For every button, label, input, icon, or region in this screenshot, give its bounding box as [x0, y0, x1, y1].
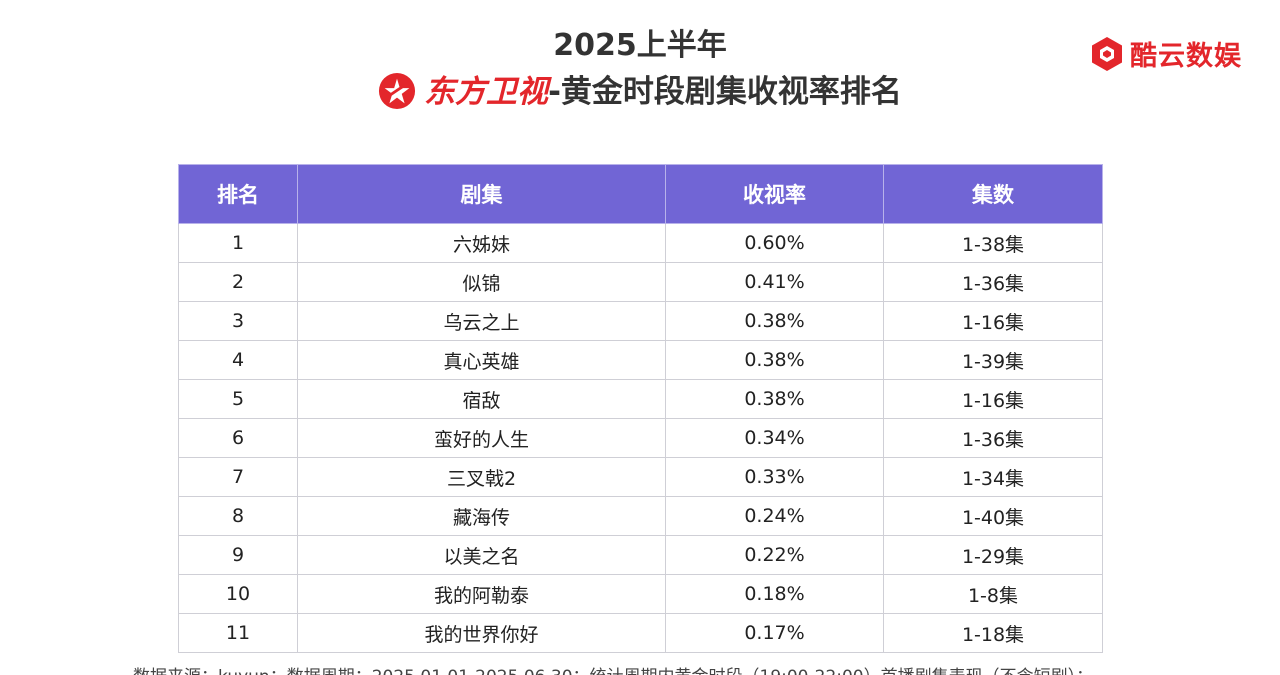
- cell-rating: 0.24%: [665, 496, 884, 536]
- cell-rank: 1: [178, 223, 298, 263]
- table-row: 9 以美之名 0.22% 1-29集: [178, 535, 1103, 575]
- cell-episodes: 1-38集: [883, 223, 1103, 263]
- cell-rank: 8: [178, 496, 298, 536]
- data-source-footnote: 数据来源：kuyun；数据周期：2025.01.01-2025.06.30；统计…: [133, 662, 1173, 675]
- cell-rank: 11: [178, 613, 298, 653]
- cell-title: 真心英雄: [297, 340, 666, 380]
- column-header-rank: 排名: [178, 164, 298, 224]
- table-row: 11 我的世界你好 0.17% 1-18集: [178, 613, 1103, 653]
- column-header-title: 剧集: [297, 164, 666, 224]
- cell-title: 似锦: [297, 262, 666, 302]
- cell-rank: 6: [178, 418, 298, 458]
- table-row: 8 藏海传 0.24% 1-40集: [178, 496, 1103, 536]
- title-rest: -黄金时段剧集收视率排名: [548, 74, 902, 110]
- cell-episodes: 1-16集: [883, 301, 1103, 341]
- cell-rating: 0.18%: [665, 574, 884, 614]
- cell-rating: 0.34%: [665, 418, 884, 458]
- channel-name: 东方卫视: [424, 74, 549, 110]
- cell-rating: 0.33%: [665, 457, 884, 497]
- cell-rank: 4: [178, 340, 298, 380]
- cell-episodes: 1-8集: [883, 574, 1103, 614]
- cell-rank: 5: [178, 379, 298, 419]
- cell-episodes: 1-40集: [883, 496, 1103, 536]
- cell-rating: 0.17%: [665, 613, 884, 653]
- cell-title: 宿敌: [297, 379, 666, 419]
- table-row: 3 乌云之上 0.38% 1-16集: [178, 301, 1103, 341]
- cell-episodes: 1-36集: [883, 262, 1103, 302]
- cell-rating: 0.38%: [665, 379, 884, 419]
- cell-title: 蛮好的人生: [297, 418, 666, 458]
- cell-episodes: 1-39集: [883, 340, 1103, 380]
- ranking-table: 排名 剧集 收视率 集数 1 六姊妹 0.60% 1-38集 2 似锦 0.41…: [178, 164, 1103, 653]
- cell-title: 我的世界你好: [297, 613, 666, 653]
- dragon-tv-logo-icon: [379, 72, 416, 109]
- cell-episodes: 1-29集: [883, 535, 1103, 575]
- cell-rank: 2: [178, 262, 298, 302]
- cell-title: 六姊妹: [297, 223, 666, 263]
- table-row: 4 真心英雄 0.38% 1-39集: [178, 340, 1103, 380]
- table-row: 7 三叉戟2 0.33% 1-34集: [178, 457, 1103, 497]
- table-row: 5 宿敌 0.38% 1-16集: [178, 379, 1103, 419]
- table-row: 2 似锦 0.41% 1-36集: [178, 262, 1103, 302]
- cell-rank: 10: [178, 574, 298, 614]
- brand-logo: 酷云数娱: [1090, 34, 1242, 73]
- table-header-row: 排名 剧集 收视率 集数: [178, 164, 1103, 224]
- cell-rank: 3: [178, 301, 298, 341]
- cell-rating: 0.41%: [665, 262, 884, 302]
- column-header-episodes: 集数: [883, 164, 1103, 224]
- cell-episodes: 1-34集: [883, 457, 1103, 497]
- page-title: 东方卫视-黄金时段剧集收视率排名: [0, 70, 1280, 114]
- cell-title: 以美之名: [297, 535, 666, 575]
- cell-episodes: 1-36集: [883, 418, 1103, 458]
- cell-rating: 0.38%: [665, 340, 884, 380]
- cell-rank: 9: [178, 535, 298, 575]
- table-row: 10 我的阿勒泰 0.18% 1-8集: [178, 574, 1103, 614]
- cell-rank: 7: [178, 457, 298, 497]
- cell-rating: 0.60%: [665, 223, 884, 263]
- cell-episodes: 1-16集: [883, 379, 1103, 419]
- kuyun-logo-icon: [1092, 36, 1122, 71]
- cell-title: 我的阿勒泰: [297, 574, 666, 614]
- cell-title: 三叉戟2: [297, 457, 666, 497]
- brand-name: 酷云数娱: [1130, 41, 1242, 72]
- page-title-year: 2025上半年: [553, 28, 727, 63]
- table-row: 6 蛮好的人生 0.34% 1-36集: [178, 418, 1103, 458]
- cell-episodes: 1-18集: [883, 613, 1103, 653]
- cell-rating: 0.22%: [665, 535, 884, 575]
- cell-title: 藏海传: [297, 496, 666, 536]
- table-row: 1 六姊妹 0.60% 1-38集: [178, 223, 1103, 263]
- cell-title: 乌云之上: [297, 301, 666, 341]
- cell-rating: 0.38%: [665, 301, 884, 341]
- column-header-rating: 收视率: [665, 164, 884, 224]
